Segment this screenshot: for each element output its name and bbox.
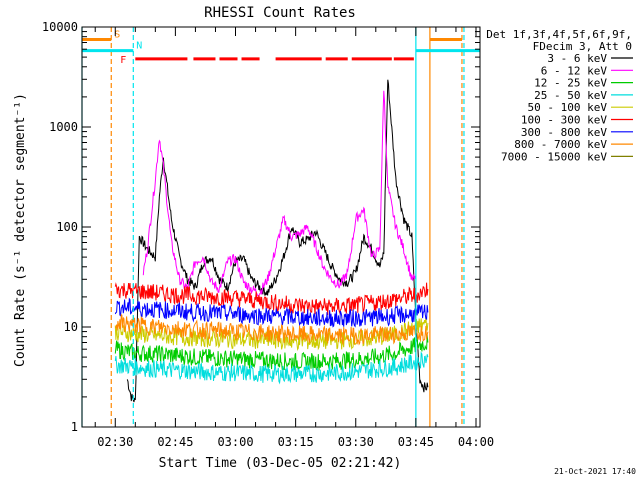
legend-entry-label: 25 - 50 keV [534, 89, 607, 102]
legend-entry-label: 6 - 12 keV [541, 64, 608, 77]
timestamp: 21-Oct-2021 17:40 [554, 467, 636, 476]
legend-entry-label: 800 - 7000 keV [514, 138, 607, 151]
y-tick-label: 10000 [42, 20, 78, 34]
x-axis: 02:30 02:45 03:00 03:15 03:30 03:45 04:00 [94, 27, 494, 449]
plot-area: S NF [81, 27, 480, 427]
x-tick-label: 03:30 [338, 435, 374, 449]
legend-entry-label: 12 - 25 keV [534, 77, 607, 90]
series-line-3 [114, 351, 429, 385]
y-tick-label: 1 [71, 420, 78, 434]
legend-header-line-1: Det 1f,3f,4f,5f,6f,9f, [486, 28, 632, 41]
x-tick-label: 03:15 [278, 435, 314, 449]
x-axis-label: Start Time (03-Dec-05 02:21:42) [159, 456, 402, 471]
x-tick-label: 04:00 [458, 435, 494, 449]
legend-entry-label: 50 - 100 keV [528, 101, 608, 114]
legend-entry-label: 7000 - 15000 keV [501, 150, 607, 163]
series-line-2 [114, 335, 429, 372]
y-tick-label: 100 [56, 220, 78, 234]
legend-entry-label: 100 - 300 keV [521, 114, 607, 127]
flare-bar-label: F [120, 55, 126, 66]
legend: Det 1f,3f,4f,5f,6f,9f, FDecim 3, Att 0 3… [486, 28, 633, 163]
chart-title: RHESSI Count Rates [204, 5, 356, 21]
series-line-6 [114, 297, 429, 328]
y-axis-label: Count Rate (s⁻¹ detector segment⁻¹) [13, 93, 28, 367]
series-line-5 [114, 282, 429, 316]
x-tick-label: 02:45 [157, 435, 193, 449]
x-tick-label: 02:30 [97, 435, 133, 449]
series-line-7 [115, 313, 429, 346]
series-line-1 [142, 90, 417, 297]
x-tick-label: 03:00 [217, 435, 253, 449]
y-tick-label: 10 [64, 320, 78, 334]
y-tick-label: 1000 [49, 120, 78, 134]
series-line-4 [114, 316, 429, 352]
y-axis: 1 10 100 1000 10000 [42, 20, 480, 434]
state-bar-label: N [136, 41, 142, 52]
legend-header-line-2: FDecim 3, Att 0 [533, 40, 632, 53]
legend-entry-label: 300 - 800 keV [521, 126, 607, 139]
state-bar-label: S [114, 29, 120, 40]
legend-entry-label: 3 - 6 keV [547, 52, 607, 65]
series-line-0 [126, 79, 429, 403]
x-tick-label: 03:45 [398, 435, 434, 449]
